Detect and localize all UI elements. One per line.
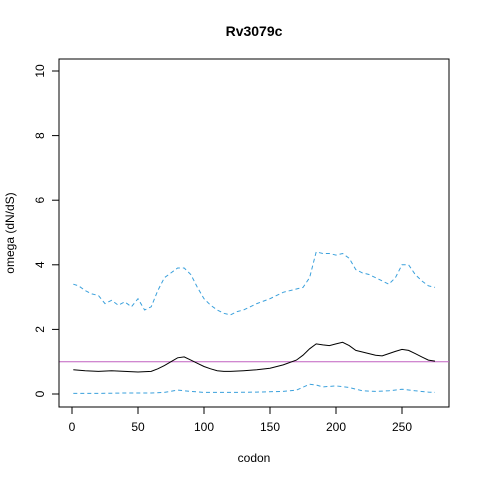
x-tick-label: 0	[69, 420, 76, 434]
plot-frame	[58, 58, 450, 408]
y-tick-label: 0	[33, 390, 47, 397]
series-layer	[59, 251, 449, 394]
x-axis-label: codon	[238, 451, 271, 465]
y-tick-label: 4	[33, 261, 47, 268]
series-line-1	[73, 251, 436, 316]
axes-layer: 0 50 100 150 200 250 0 2 4 6 8 10	[33, 64, 412, 434]
series-line-2	[73, 383, 436, 394]
series-line-0	[73, 341, 436, 373]
x-tick-label: 100	[194, 420, 214, 434]
y-tick-label: 10	[33, 64, 47, 78]
x-tick-label: 200	[326, 420, 346, 434]
x-tick-label: 50	[131, 420, 145, 434]
y-axis-label: omega (dN/dS)	[3, 192, 17, 273]
chart-title: Rv3079c	[226, 23, 283, 39]
y-tick-label: 2	[33, 326, 47, 333]
x-tick-label: 150	[260, 420, 280, 434]
x-tick-label: 250	[392, 420, 412, 434]
y-tick-label: 6	[33, 197, 47, 204]
y-tick-label: 8	[33, 132, 47, 139]
